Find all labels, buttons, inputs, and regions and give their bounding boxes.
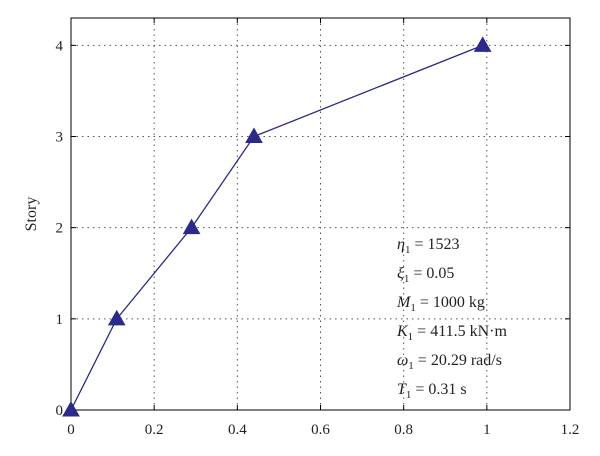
axis-ticks: 0 0.2 0.4 0.6 0.8 1 1.2 0 1 2 3 4 [56,18,580,438]
x-tick-label: 0.8 [394,422,413,438]
series-layer [62,36,492,417]
annotation-box: η1 = 1523 ξ1 = 0.05 M1 = 1000 kg K1 = 411.5… [396,236,507,401]
x-tick-label: 1 [483,422,491,438]
annotation-line: T1 = 0.31 s [397,381,467,401]
grid [71,18,570,410]
y-tick-label: 1 [56,312,64,328]
annotation-line: M1 = 1000 kg [396,294,485,314]
x-tick-label: 0 [67,422,75,438]
x-tick-label: 0.4 [228,422,247,438]
y-tick-label: 0 [56,403,64,419]
x-tick-label: 0.2 [145,422,164,438]
annotation-line: K1 = 411.5 kN·m [396,323,507,343]
data-point-marker [245,127,263,144]
x-tick-label: 1.2 [561,422,580,438]
data-point-marker [107,309,126,326]
y-tick-label: 4 [56,38,64,54]
annotation-line: ω1 = 20.29 rad/s [397,352,502,372]
data-point-marker [473,36,492,52]
y-axis-label: Story [23,197,40,232]
data-point-marker [62,400,80,417]
annotation-line: η1 = 1523 [397,236,459,256]
annotation-line: ξ1 = 0.05 [397,265,454,285]
y-tick-label: 2 [56,221,64,237]
y-tick-label: 3 [56,130,64,146]
x-tick-label: 0.6 [311,422,330,438]
data-point-marker [182,218,201,235]
